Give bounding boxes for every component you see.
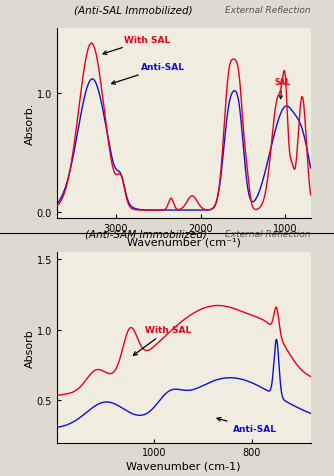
Text: (Anti-SAM Immobilized): (Anti-SAM Immobilized) xyxy=(85,229,206,239)
X-axis label: Wavenumber (cm-1): Wavenumber (cm-1) xyxy=(127,460,241,470)
X-axis label: Wavenumber (cm⁻¹): Wavenumber (cm⁻¹) xyxy=(127,237,240,247)
Y-axis label: Absorb: Absorb xyxy=(25,328,35,367)
Text: External Reflection: External Reflection xyxy=(225,6,311,15)
Y-axis label: Absorb.: Absorb. xyxy=(25,103,35,145)
Text: Anti-SAL: Anti-SAL xyxy=(112,63,185,85)
Text: (Anti-SAL Immobilized): (Anti-SAL Immobilized) xyxy=(73,5,192,15)
Text: Anti-SAL: Anti-SAL xyxy=(217,417,277,433)
Text: With SAL: With SAL xyxy=(133,326,191,356)
Text: SAL: SAL xyxy=(274,78,290,99)
Text: External Reflection: External Reflection xyxy=(225,230,311,239)
Text: With SAL: With SAL xyxy=(103,36,171,55)
